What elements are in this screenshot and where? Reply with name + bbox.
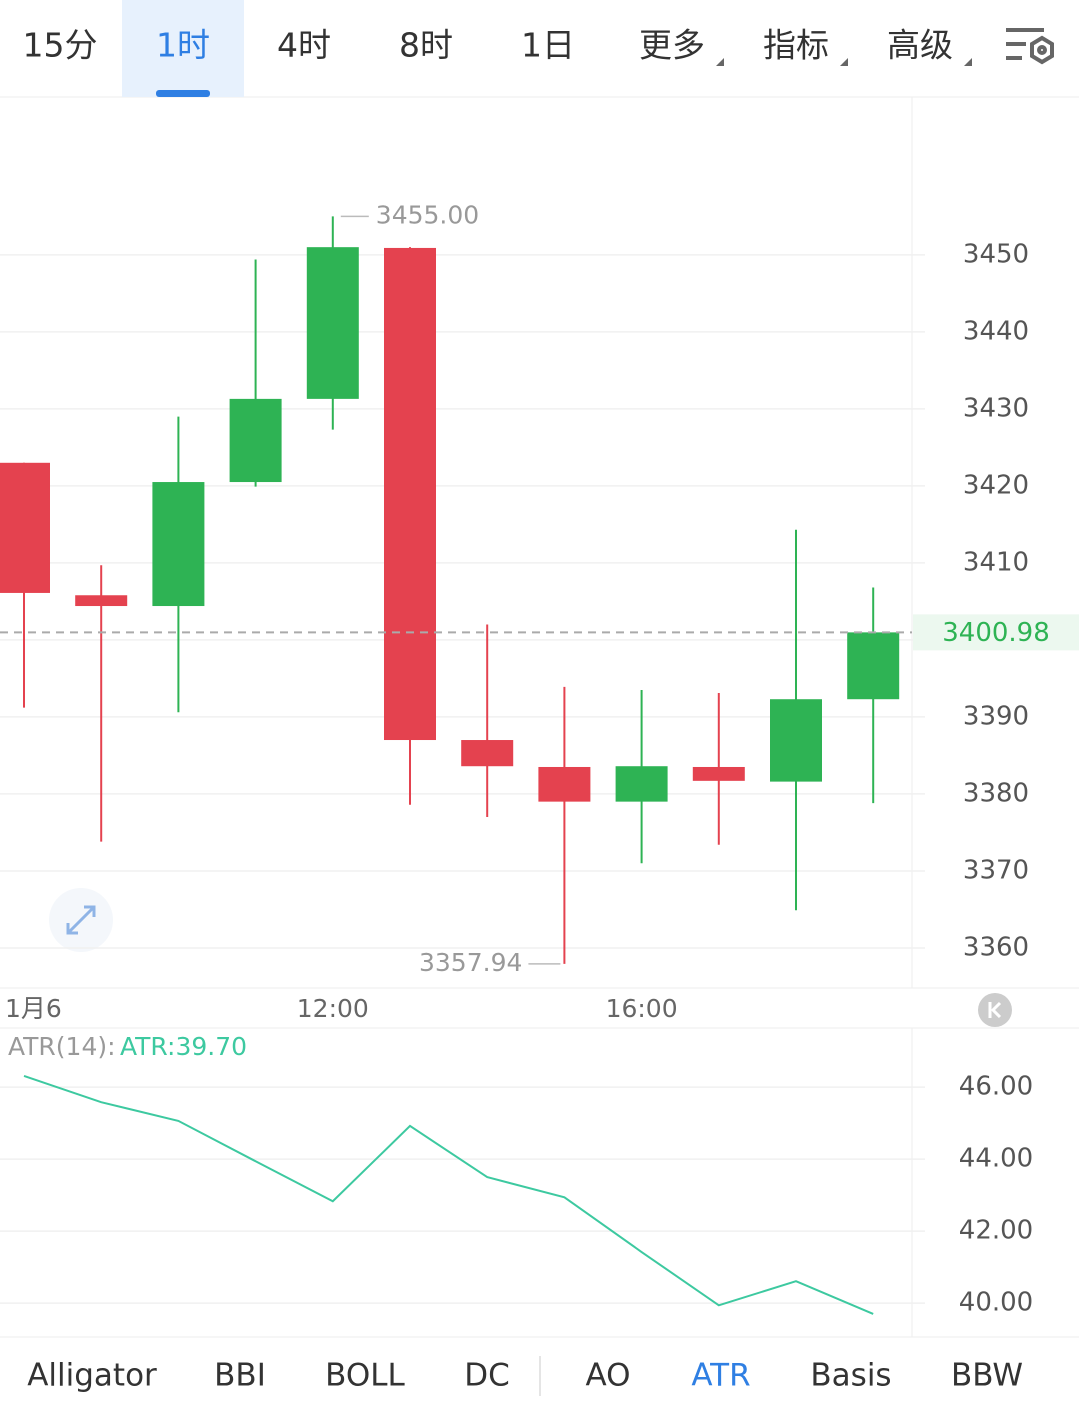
indicator-tab[interactable]: BBW bbox=[951, 1358, 1023, 1394]
candle-body bbox=[75, 595, 128, 607]
tab-label[interactable]: 8时 bbox=[399, 26, 453, 65]
settings-icon[interactable] bbox=[1006, 28, 1054, 65]
candle-body bbox=[847, 632, 900, 700]
y-tick-label: 3410 bbox=[963, 547, 1029, 577]
low-label: 3357.94 bbox=[419, 948, 522, 977]
last-price-box bbox=[913, 614, 1079, 651]
indicator-tab[interactable]: Alligator bbox=[27, 1358, 157, 1394]
indicator-tab[interactable]: AO bbox=[585, 1358, 630, 1394]
x-tick-label: 12:00 bbox=[297, 994, 369, 1023]
dropdown-arrow bbox=[964, 58, 972, 66]
tab-label[interactable]: 指标 bbox=[763, 26, 829, 65]
candle-body bbox=[0, 462, 50, 593]
candle-body bbox=[770, 699, 822, 782]
active-tab-indicator bbox=[156, 90, 210, 97]
y-tick-label: 46.00 bbox=[959, 1072, 1033, 1102]
candle-body bbox=[384, 247, 436, 741]
indicator-tab[interactable]: ATR bbox=[691, 1358, 750, 1394]
y-tick-label: 3380 bbox=[963, 778, 1029, 808]
candle-body bbox=[538, 766, 591, 802]
y-tick-label: 3390 bbox=[963, 701, 1029, 731]
last-price-label: 3400.98 bbox=[942, 618, 1050, 648]
scroll-latest-button[interactable] bbox=[978, 993, 1012, 1027]
y-tick-label: 40.00 bbox=[959, 1288, 1033, 1318]
indicator-tab[interactable]: BOLL bbox=[325, 1358, 405, 1394]
tab-label[interactable]: 更多 bbox=[639, 26, 705, 65]
candle-body bbox=[692, 766, 745, 781]
indicator-tab[interactable]: BBI bbox=[214, 1358, 266, 1394]
y-tick-label: 3450 bbox=[963, 239, 1029, 269]
dropdown-arrow bbox=[716, 58, 724, 66]
y-tick-label: 3420 bbox=[963, 470, 1029, 500]
active-tab-bg bbox=[122, 0, 244, 97]
tab-label[interactable]: 1日 bbox=[521, 26, 575, 65]
x-tick-label: 1月6 bbox=[5, 994, 62, 1023]
expand-button[interactable] bbox=[49, 888, 113, 952]
atr-line bbox=[23, 1074, 874, 1315]
candle-body bbox=[615, 766, 668, 802]
dropdown-arrow bbox=[840, 58, 848, 66]
tab-label[interactable]: 15分 bbox=[23, 26, 98, 65]
candle-body bbox=[461, 740, 514, 767]
y-tick-label: 3370 bbox=[963, 855, 1029, 885]
y-tick-label: 3430 bbox=[963, 393, 1029, 423]
indicator-tab[interactable]: Basis bbox=[810, 1358, 891, 1394]
indicator-tab[interactable]: DC bbox=[464, 1358, 510, 1394]
high-label: 3455.00 bbox=[376, 200, 479, 229]
tab-label[interactable]: 高级 bbox=[887, 26, 953, 65]
y-tick-label: 3440 bbox=[963, 316, 1029, 346]
candle-body bbox=[152, 482, 205, 607]
y-tick-label: 44.00 bbox=[959, 1144, 1033, 1174]
y-tick-label: 3360 bbox=[963, 932, 1029, 962]
candle-body bbox=[229, 398, 282, 483]
indicator-title: ATR(14): bbox=[8, 1032, 116, 1061]
candle-body bbox=[306, 247, 359, 399]
legend-label: ATR:39.70 bbox=[120, 1032, 247, 1061]
x-tick-label: 16:00 bbox=[606, 994, 678, 1023]
tab-label[interactable]: 4时 bbox=[277, 26, 331, 65]
tab-label[interactable]: 1时 bbox=[156, 26, 210, 65]
y-tick-label: 42.00 bbox=[959, 1216, 1033, 1246]
